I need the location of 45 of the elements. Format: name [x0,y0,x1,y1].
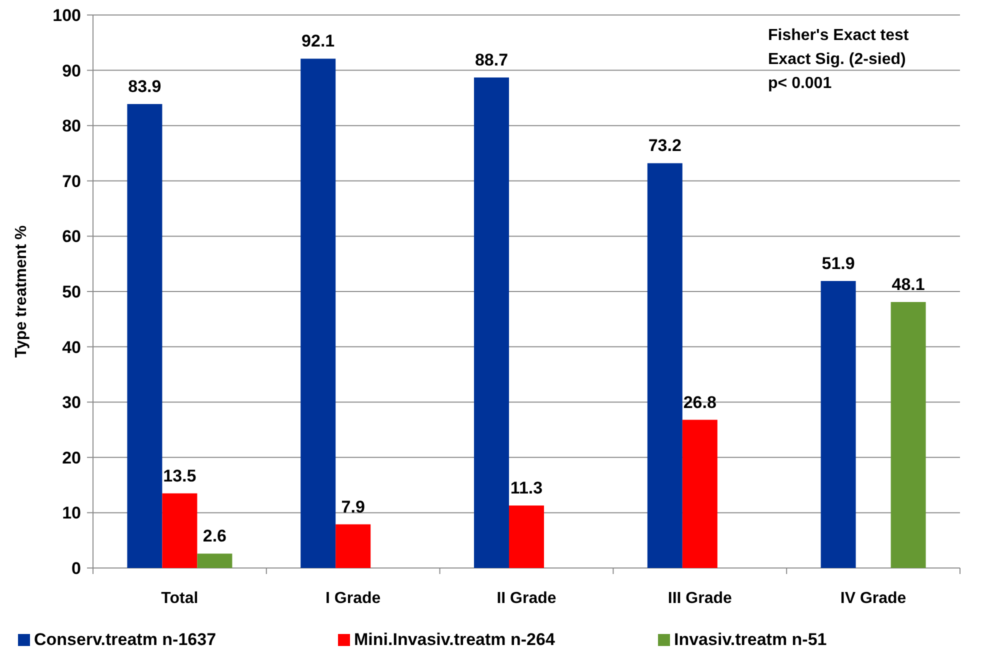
bar [197,554,232,568]
data-label: 13.5 [163,466,196,486]
y-tick-label: 50 [62,282,81,302]
y-tick-label: 30 [62,393,81,412]
data-label: 2.6 [202,526,227,546]
y-tick-label: 40 [62,338,81,357]
data-label: 92.1 [302,32,335,51]
annotation: Exact Sig. (2-sied) [768,51,906,68]
data-label: 48.1 [892,275,925,294]
y-axis-title: Type treatment % [13,225,30,358]
y-tick-label: 20 [62,448,81,468]
data-label: 7.9 [341,497,365,516]
legend-label: Conserv.treatm n-1637 [34,630,216,649]
y-tick-label: 100 [52,6,81,25]
legend-label: Invasiv.treatm n-51 [674,630,827,649]
x-tick-label: III Grade [668,590,732,607]
x-tick-label: Total [161,590,198,607]
y-tick-label: 0 [72,558,81,578]
bar [509,506,544,568]
y-tick-label: 90 [62,61,81,80]
x-tick-label: II Grade [496,590,556,607]
data-label: 11.3 [510,478,543,498]
bar [647,163,682,568]
bar [127,104,162,568]
data-label: 26.8 [683,392,716,412]
bar [474,77,509,568]
y-tick-label: 10 [62,504,81,523]
bar [300,58,336,568]
bar [890,302,926,568]
x-tick-label: I Grade [326,590,381,607]
bar [336,524,371,568]
annotation: p< 0.001 [768,75,832,92]
x-tick-label: IV Grade [840,590,906,607]
y-tick-label: 70 [62,172,81,191]
y-tick-label: 60 [62,227,81,246]
annotation: Fisher's Exact test [768,27,910,44]
data-label: 73.2 [648,136,682,156]
y-tick-label: 80 [62,116,81,136]
bar [682,420,718,568]
legend-label: Mini.Invasiv.treatm n-264 [354,630,556,649]
data-label: 83.9 [128,77,162,96]
bar [162,493,198,568]
bar [820,280,856,568]
data-label: 51.9 [822,254,855,273]
data-label: 88.7 [474,50,508,70]
